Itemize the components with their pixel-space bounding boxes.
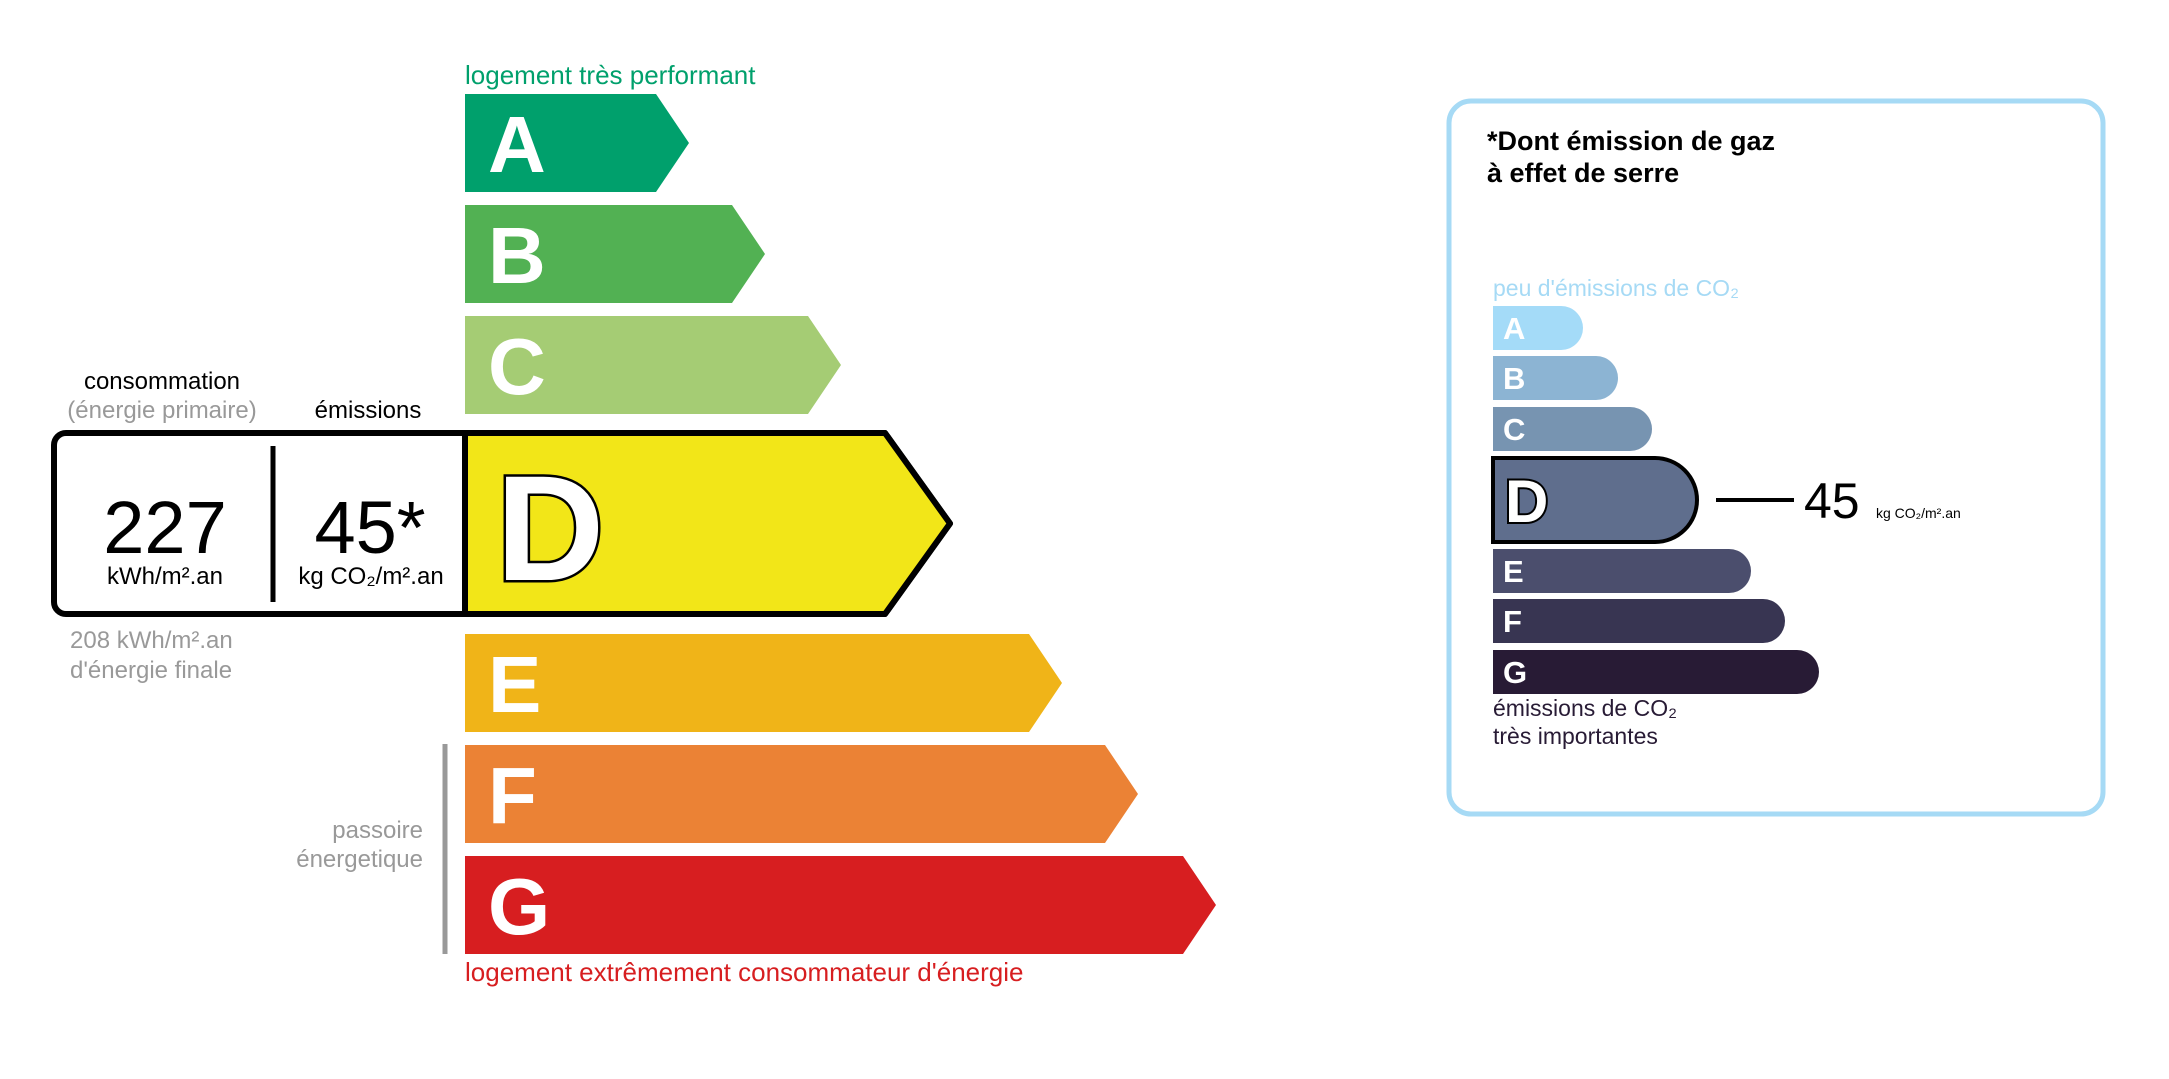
passoire-label-line1: passoire	[332, 817, 423, 844]
energy-letter-a: A	[488, 100, 546, 189]
emissions-unit: kg CO₂/m².an	[298, 563, 443, 590]
energy-bar-d	[462, 430, 953, 617]
energy-bar-f	[465, 745, 1138, 843]
ghg-bar-c	[1493, 407, 1652, 451]
energy-letter-c: C	[488, 322, 546, 411]
energy-bar-a	[465, 94, 689, 192]
emissions-label: émissions	[315, 397, 422, 424]
energy-bar-g	[465, 856, 1216, 954]
consumption-unit: kWh/m².an	[107, 563, 223, 590]
ghg-bottom-label-line2: très importantes	[1493, 723, 1658, 749]
emissions-value: 45*	[314, 486, 425, 569]
energy-letter-d: D	[496, 444, 604, 612]
final-energy-label: d'énergie finale	[70, 657, 232, 684]
ghg-letter-g: G	[1503, 655, 1527, 690]
energy-letter-g: G	[488, 862, 550, 951]
consumption-label: consommation	[84, 368, 240, 395]
ghg-unit: kg CO₂/m².an	[1876, 505, 1961, 521]
energy-bar-e	[465, 634, 1062, 732]
consumption-sublabel: (énergie primaire)	[67, 397, 256, 424]
ghg-top-label: peu d'émissions de CO₂	[1493, 275, 1739, 301]
energy-bar-b	[465, 205, 765, 303]
energy-top-label: logement très performant	[465, 60, 756, 90]
ghg-value: 45	[1804, 473, 1860, 529]
ghg-bar-d	[1491, 456, 1699, 544]
ghg-letter-d: D	[1505, 468, 1548, 535]
ghg-bar-a	[1493, 306, 1583, 350]
energy-letter-e: E	[488, 640, 541, 729]
ghg-letter-c: C	[1503, 412, 1525, 447]
ghg-bar-f	[1493, 599, 1785, 643]
ghg-letter-a: A	[1503, 311, 1525, 346]
ghg-bar-b	[1493, 356, 1618, 400]
energy-bar-c	[465, 316, 841, 414]
ghg-title-line2: à effet de serre	[1487, 158, 1679, 188]
final-energy-value: 208 kWh/m².an	[70, 627, 233, 654]
passoire-label-line2: énergetique	[296, 846, 423, 873]
ghg-bar-g	[1493, 650, 1819, 694]
ghg-title-line1: *Dont émission de gaz	[1487, 126, 1775, 156]
energy-letter-f: F	[488, 751, 537, 840]
energy-letter-b: B	[488, 211, 546, 300]
consumption-value: 227	[103, 486, 226, 569]
energy-bottom-label: logement extrêmement consommateur d'éner…	[465, 957, 1023, 987]
ghg-bottom-label-line1: émissions de CO₂	[1493, 695, 1677, 721]
ghg-letter-e: E	[1503, 554, 1524, 589]
ghg-bar-e	[1493, 549, 1751, 593]
ghg-letter-b: B	[1503, 361, 1525, 396]
ghg-letter-f: F	[1503, 604, 1522, 639]
